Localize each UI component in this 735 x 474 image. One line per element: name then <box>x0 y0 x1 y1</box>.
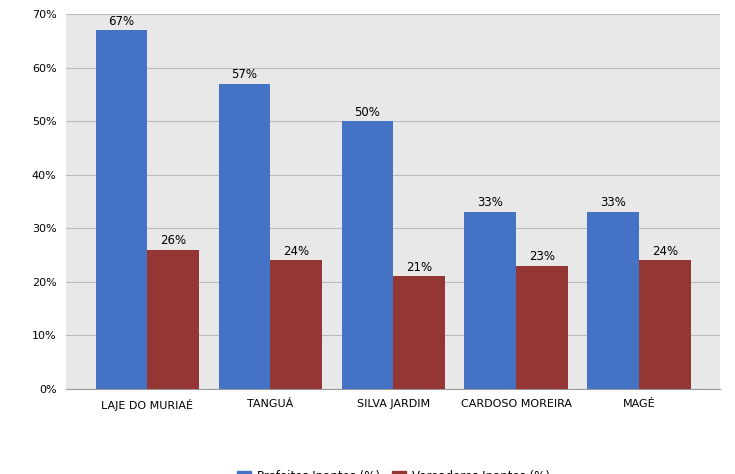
Text: 26%: 26% <box>160 234 187 247</box>
Bar <box>342 121 393 389</box>
Bar <box>465 212 516 389</box>
Bar <box>639 260 691 389</box>
Bar <box>219 84 270 389</box>
Text: 33%: 33% <box>600 197 626 210</box>
Bar <box>96 30 148 389</box>
Bar <box>393 276 445 389</box>
Text: 33%: 33% <box>477 197 503 210</box>
Text: 57%: 57% <box>232 68 257 81</box>
Text: 24%: 24% <box>283 245 309 258</box>
Bar <box>516 265 567 389</box>
Text: 50%: 50% <box>354 106 380 118</box>
Text: 23%: 23% <box>529 250 555 263</box>
Bar <box>148 250 199 389</box>
Bar <box>587 212 639 389</box>
Bar <box>270 260 322 389</box>
Legend: Prefeitos Inaptos (%), Vereadores Inaptos (%): Prefeitos Inaptos (%), Vereadores Inapto… <box>232 465 554 474</box>
Text: 21%: 21% <box>406 261 432 273</box>
Text: 67%: 67% <box>109 15 135 27</box>
Text: 24%: 24% <box>652 245 678 258</box>
